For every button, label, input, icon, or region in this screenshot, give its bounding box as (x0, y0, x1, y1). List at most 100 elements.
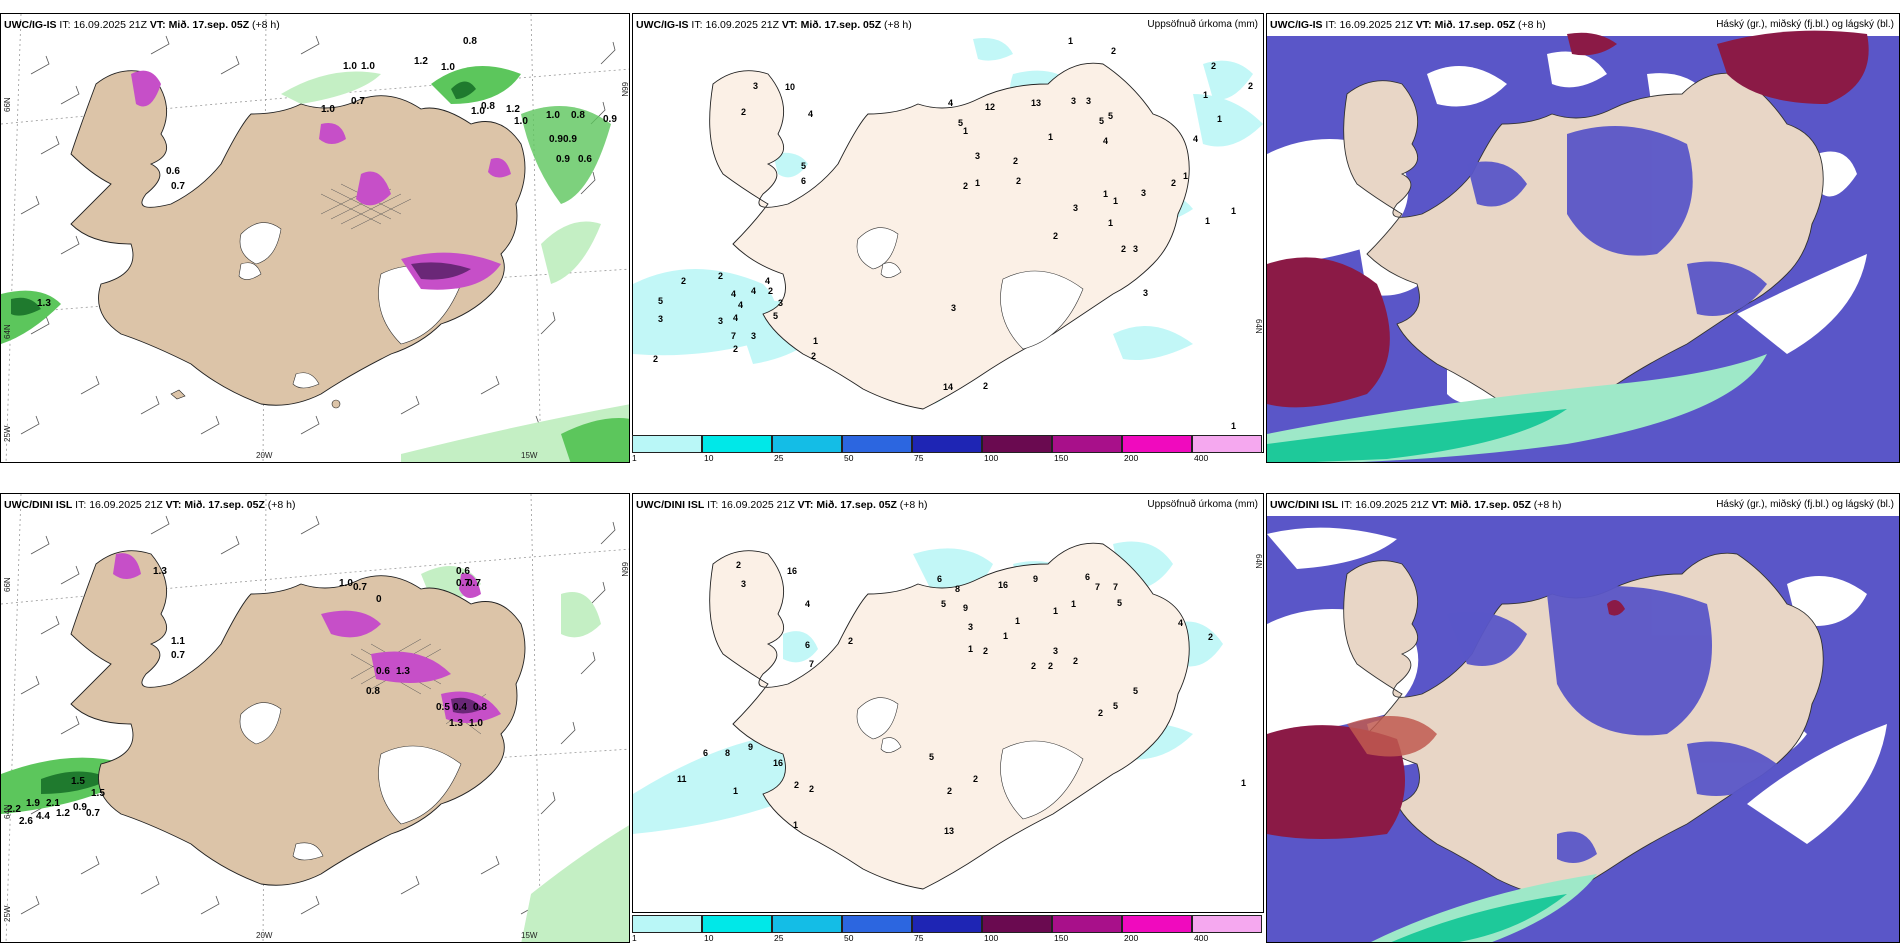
it-label: IT: (691, 19, 703, 31)
vt-value: Mið. 17.sep. 05Z (800, 19, 882, 31)
lead-time: (+8 h) (252, 19, 280, 31)
value-label: 1 (793, 820, 798, 830)
panel-header: UWC/DINI ISL IT: 16.09.2025 21Z VT: Mið.… (1270, 499, 1562, 511)
legend-swatch (772, 915, 842, 933)
value-label: 2 (1121, 244, 1126, 254)
value-label: 1 (1183, 171, 1188, 181)
it-value: 16.09.2025 21Z (89, 499, 163, 511)
value-label: 1.0 (361, 61, 375, 72)
value-label: 1.3 (153, 566, 167, 577)
precip-legend: 1 10 25 50 75 100 150 200 400 (632, 915, 1264, 943)
lat-label: 64N (3, 804, 12, 819)
legend-swatch (1052, 915, 1122, 933)
value-label: 1.0 (321, 104, 335, 115)
panel-bottom-mid: 2 3 16 4 6 7 2 6 8 9 5 16 9 6 7 7 5 1 1 … (632, 493, 1264, 913)
value-label: 1.0 (471, 106, 485, 117)
panel-header: UWC/DINI ISL IT: 16.09.2025 21Z VT: Mið.… (4, 499, 296, 511)
it-value: 16.09.2025 21Z (1339, 19, 1413, 31)
value-label: 1.5 (91, 788, 105, 799)
value-label: 5 (658, 296, 663, 306)
value-label: 2 (947, 786, 952, 796)
legend-tick: 200 (1124, 453, 1139, 463)
legend-tick: 100 (984, 453, 999, 463)
accumulated-precip-map: 2 3 16 4 6 7 2 6 8 9 5 16 9 6 7 7 5 1 1 … (633, 494, 1263, 912)
value-label: 0.9 (73, 802, 87, 813)
value-label: 0.7 (171, 650, 185, 661)
panel-top-left: 0.8 1.0 1.0 1.0 1.2 1.0 1.2 0.8 0.7 1.0 … (0, 13, 630, 463)
panel-header: UWC/IG-IS IT: 16.09.2025 21Z VT: Mið. 17… (4, 19, 280, 31)
value-label: 1 (813, 336, 818, 346)
legend-tick: 100 (984, 933, 999, 943)
vt-value: Mið. 17.sep. 05Z (1450, 499, 1531, 511)
legend-swatch (842, 435, 912, 453)
value-label: 0.7 (351, 96, 365, 107)
value-label: 2 (1053, 231, 1058, 241)
value-label: 0.9 (556, 154, 570, 165)
value-label: 1 (1108, 218, 1113, 228)
value-label: 2 (983, 646, 988, 656)
precip-value-labels: 2 3 16 4 6 7 2 6 8 9 5 16 9 6 7 7 5 1 1 … (677, 560, 1246, 836)
panel-top-mid: 1 2 3 10 4 2 4 5 5 6 12 13 1 2 3 3 5 3 2… (632, 13, 1264, 453)
value-label: 5 (773, 311, 778, 321)
value-label: 1 (1048, 132, 1053, 142)
value-label: 1 (963, 126, 968, 136)
precip-value-labels: 0.8 1.0 1.0 1.0 1.2 1.0 1.2 0.8 0.7 1.0 … (37, 36, 617, 309)
value-label: 4.4 (36, 811, 50, 822)
panel-bottom-left: 1.3 0.6 0.7 0.7 1.0 0.7 0 1.1 0.7 0.5 0.… (0, 493, 630, 943)
value-label: 4 (805, 599, 810, 609)
value-label: 2 (1208, 632, 1213, 642)
value-label: 1 (1231, 421, 1236, 431)
value-label: 11 (677, 774, 687, 784)
wind-precip-map: 1.3 0.6 0.7 0.7 1.0 0.7 0 1.1 0.7 0.5 0.… (1, 494, 629, 942)
value-label: 0 (376, 594, 382, 605)
value-label: 14 (943, 382, 953, 392)
lon-label: 15W (521, 931, 538, 940)
value-label: 1 (1205, 216, 1210, 226)
value-label: 1.0 (339, 578, 353, 589)
value-label: 1.3 (37, 298, 51, 309)
value-label: 3 (1133, 244, 1138, 254)
value-label: 5 (1133, 686, 1138, 696)
lat-label: 64N (1254, 554, 1263, 569)
value-label: 4 (751, 286, 756, 296)
value-label: 6 (703, 748, 708, 758)
value-label: 5 (1099, 116, 1104, 126)
value-label: 1.3 (396, 666, 410, 677)
value-label: 2 (1073, 656, 1078, 666)
value-label: 2 (733, 344, 738, 354)
value-label: 3 (778, 298, 783, 308)
value-label: 2 (681, 276, 686, 286)
legend-tick: 10 (704, 933, 714, 943)
legend-swatch (1192, 435, 1262, 453)
value-label: 3 (968, 622, 973, 632)
value-label: 4 (731, 289, 736, 299)
legend-swatch (912, 435, 982, 453)
legend-tick: 25 (774, 933, 784, 943)
value-label: 6 (801, 176, 806, 186)
value-label: 2 (794, 780, 799, 790)
lon-label: 20W (256, 931, 273, 940)
panel-title: Háský (gr.), miðský (fj.bl.) og lágský (… (1716, 19, 1894, 30)
value-label: 2 (1048, 661, 1053, 671)
value-label: 1.2 (414, 56, 428, 67)
value-label: 1 (1113, 196, 1118, 206)
value-label: 2 (653, 354, 658, 364)
it-value: 16.09.2025 21Z (721, 499, 795, 511)
value-label: 2 (1171, 178, 1176, 188)
panel-header: UWC/IG-IS IT: 16.09.2025 21Z VT: Mið. 17… (1270, 19, 1546, 31)
value-label: 4 (733, 313, 738, 323)
legend-swatch (632, 915, 702, 933)
it-label: IT: (707, 499, 719, 511)
vt-value: Mið. 17.sep. 05Z (168, 19, 250, 31)
value-label: 5 (941, 599, 946, 609)
value-label: 1 (1103, 189, 1108, 199)
panel-title: Háský (gr.), miðský (fj.bl.) og lágský (… (1716, 499, 1894, 510)
value-label: 3 (1053, 646, 1058, 656)
iceland-land (709, 542, 1190, 890)
value-label: 12 (985, 102, 995, 112)
model-name: UWC/DINI ISL (636, 499, 705, 511)
legend-tick: 1 (632, 933, 637, 943)
vt-label: VT: (165, 499, 182, 511)
value-label: 0.6 (456, 566, 470, 577)
value-label: 3 (741, 579, 746, 589)
